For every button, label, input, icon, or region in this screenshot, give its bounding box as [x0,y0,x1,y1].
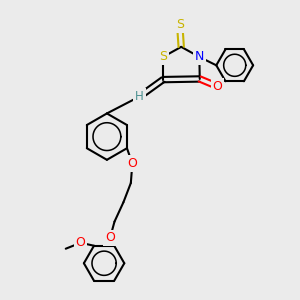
Text: S: S [176,18,184,31]
Text: O: O [105,232,115,244]
Text: O: O [128,157,137,170]
Text: O: O [213,80,223,93]
Text: H: H [135,90,144,103]
Text: N: N [195,50,204,63]
Text: O: O [76,236,85,249]
Text: S: S [159,50,167,63]
